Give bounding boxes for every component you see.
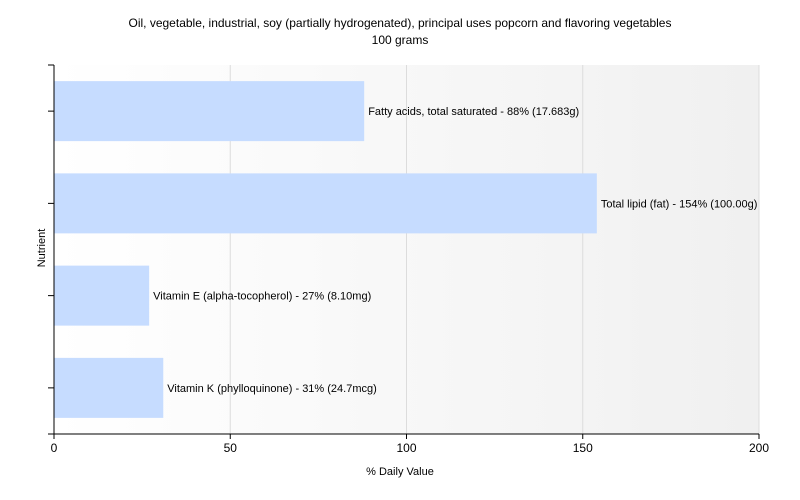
- x-tick-label: 50: [224, 441, 238, 455]
- bar: [54, 81, 365, 142]
- bar: [54, 173, 597, 234]
- data-label: Fatty acids, total saturated - 88% (17.6…: [368, 106, 579, 118]
- x-axis-label: % Daily Value: [366, 466, 434, 478]
- data-label: Total lipid (fat) - 154% (100.00g): [601, 198, 758, 210]
- x-tick-label: 0: [51, 441, 58, 455]
- data-label: Vitamin K (phylloquinone) - 31% (24.7mcg…: [167, 383, 377, 395]
- y-axis-label: Nutrient: [36, 228, 48, 268]
- bar: [54, 357, 164, 418]
- x-tick-label: 100: [396, 441, 416, 455]
- chart-subtitle: 100 grams: [371, 33, 429, 47]
- data-label: Vitamin E (alpha-tocopherol) - 27% (8.10…: [153, 291, 371, 303]
- x-tick-label: 200: [749, 441, 769, 455]
- x-tick-label: 150: [573, 441, 593, 455]
- bar: [54, 265, 150, 326]
- chart-title: Oil, vegetable, industrial, soy (partial…: [128, 16, 672, 30]
